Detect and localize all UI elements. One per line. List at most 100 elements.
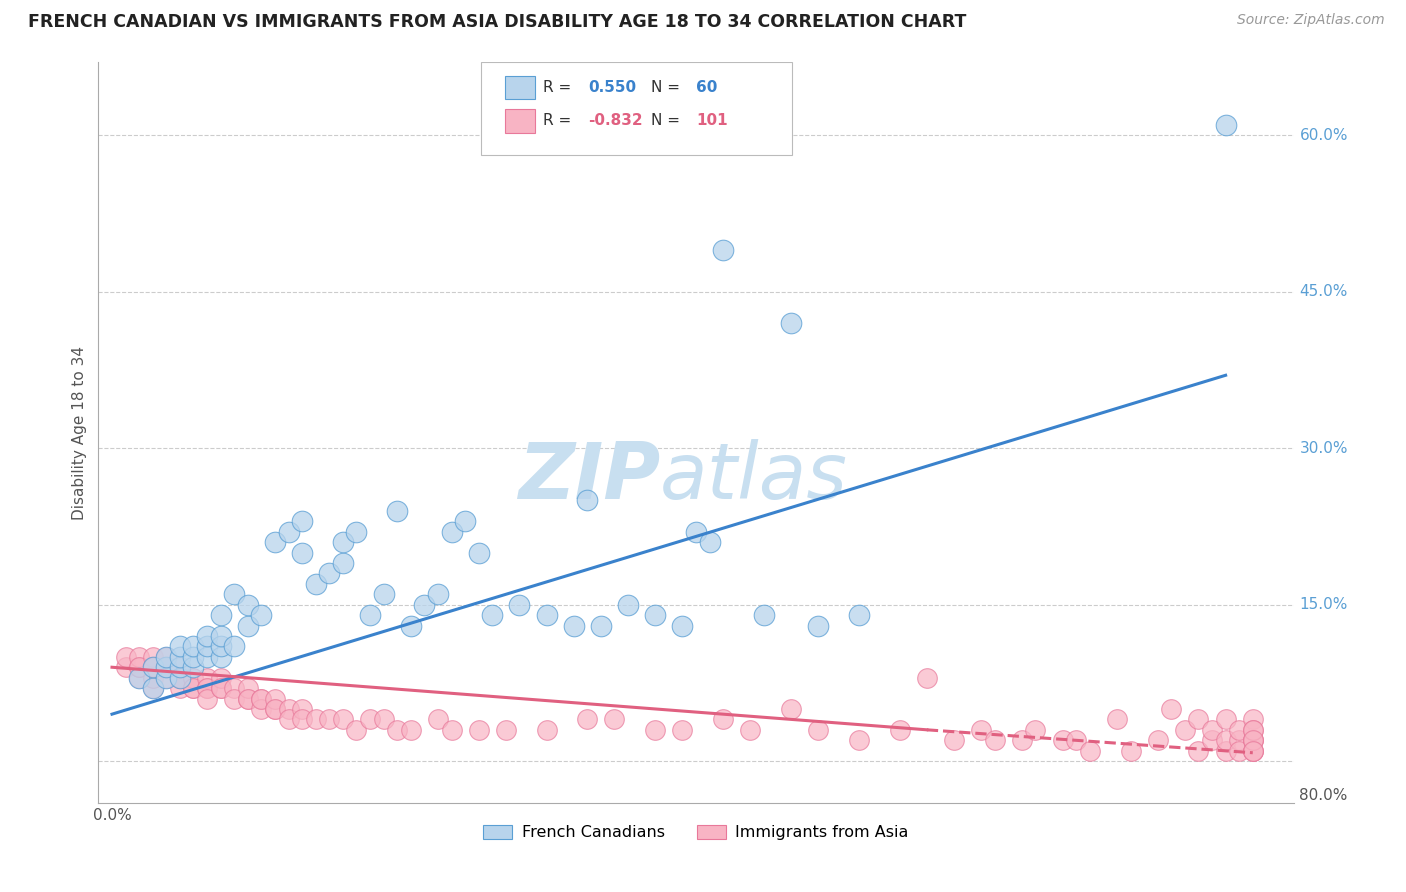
Text: ZIP: ZIP [517, 439, 661, 515]
Point [780, 702, 803, 716]
Point [807, 723, 830, 737]
Point [576, 712, 599, 726]
Point [224, 587, 246, 601]
Point [128, 671, 150, 685]
Point [711, 243, 734, 257]
Text: 0.550: 0.550 [589, 80, 637, 95]
Point [195, 649, 218, 664]
FancyBboxPatch shape [481, 62, 792, 155]
Text: N =: N = [651, 80, 685, 95]
Point [1227, 723, 1250, 737]
Point [984, 733, 1007, 747]
Point [250, 691, 273, 706]
Point [195, 681, 218, 695]
Point [508, 598, 530, 612]
Point [305, 712, 328, 726]
Point [1241, 712, 1264, 726]
Text: 101: 101 [696, 113, 727, 128]
Point [1227, 733, 1250, 747]
Point [169, 671, 191, 685]
Point [318, 566, 340, 581]
Point [536, 723, 558, 737]
Point [603, 712, 626, 726]
Point [183, 681, 205, 695]
Point [236, 618, 259, 632]
Point [264, 535, 287, 549]
Point [1187, 712, 1209, 726]
Point [250, 608, 273, 623]
Point [740, 723, 762, 737]
Point [209, 649, 232, 664]
Point [277, 524, 299, 539]
Point [142, 671, 165, 685]
Point [169, 660, 191, 674]
Point [169, 640, 191, 654]
Point [236, 691, 259, 706]
Point [1187, 744, 1209, 758]
Point [195, 640, 218, 654]
Point [183, 640, 205, 654]
Point [426, 587, 449, 601]
Point [1201, 733, 1223, 747]
Point [1011, 733, 1033, 747]
Point [209, 681, 232, 695]
Legend: French Canadians, Immigrants from Asia: French Canadians, Immigrants from Asia [477, 818, 915, 847]
Point [250, 702, 273, 716]
Point [644, 723, 666, 737]
Text: 30.0%: 30.0% [1299, 441, 1348, 456]
Point [1215, 118, 1237, 132]
Point [291, 712, 314, 726]
Point [142, 660, 165, 674]
Point [169, 649, 191, 664]
Point [467, 545, 489, 559]
Point [277, 702, 299, 716]
Point [1241, 723, 1264, 737]
Point [318, 712, 340, 726]
Point [277, 712, 299, 726]
Point [155, 671, 177, 685]
Point [807, 618, 830, 632]
Point [711, 712, 734, 726]
Text: 80.0%: 80.0% [1299, 788, 1348, 803]
Point [780, 316, 803, 330]
Point [209, 608, 232, 623]
Point [1146, 733, 1168, 747]
Point [346, 524, 368, 539]
Point [236, 681, 259, 695]
Point [183, 671, 205, 685]
Point [385, 504, 409, 518]
Point [332, 556, 354, 570]
Point [155, 649, 177, 664]
Point [467, 723, 489, 737]
Point [291, 545, 314, 559]
Point [915, 671, 938, 685]
Point [169, 681, 191, 695]
Point [495, 723, 517, 737]
Point [1241, 733, 1264, 747]
Point [169, 671, 191, 685]
Text: -0.832: -0.832 [589, 113, 643, 128]
Point [209, 629, 232, 643]
Point [332, 712, 354, 726]
Point [128, 649, 150, 664]
Point [1160, 702, 1182, 716]
Point [155, 660, 177, 674]
Text: 60: 60 [696, 80, 717, 95]
Point [142, 660, 165, 674]
Point [291, 702, 314, 716]
Point [195, 681, 218, 695]
Point [264, 702, 287, 716]
Text: 45.0%: 45.0% [1299, 285, 1348, 300]
Bar [505, 109, 534, 133]
Text: FRENCH CANADIAN VS IMMIGRANTS FROM ASIA DISABILITY AGE 18 TO 34 CORRELATION CHAR: FRENCH CANADIAN VS IMMIGRANTS FROM ASIA … [28, 13, 966, 31]
Point [305, 577, 328, 591]
Point [943, 733, 966, 747]
Point [385, 723, 409, 737]
Point [1174, 723, 1197, 737]
Point [1119, 744, 1142, 758]
Point [671, 723, 693, 737]
Point [114, 660, 136, 674]
Point [1227, 744, 1250, 758]
Point [209, 681, 232, 695]
Point [236, 691, 259, 706]
